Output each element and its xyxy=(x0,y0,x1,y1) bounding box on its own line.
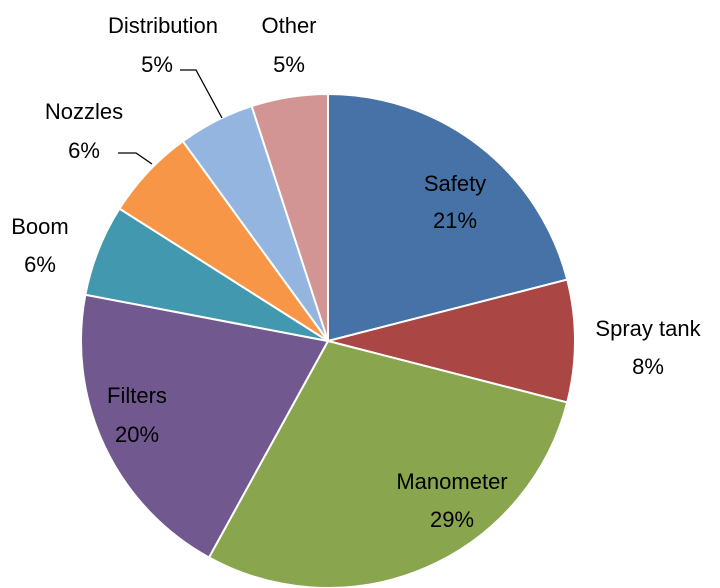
slice-label: Boom xyxy=(11,214,68,239)
pie-slice xyxy=(327,92,569,343)
slice-value: 20% xyxy=(115,422,159,447)
pie-slice xyxy=(80,293,330,559)
slice-value: 8% xyxy=(632,354,664,379)
slice-label: Safety xyxy=(424,171,486,196)
slice-label: Nozzles xyxy=(45,99,123,124)
slice-value: 21% xyxy=(433,208,477,233)
slice-label: Filters xyxy=(107,383,167,408)
pie-slice xyxy=(250,92,329,342)
slice-value: 5% xyxy=(141,52,173,77)
pie-slice xyxy=(207,339,569,588)
slice-value: 6% xyxy=(68,138,100,163)
slice-label: Distribution xyxy=(108,13,218,38)
leader-line xyxy=(118,152,153,165)
pie-slice xyxy=(327,278,576,404)
leader-line xyxy=(180,69,223,119)
slice-label: Spray tank xyxy=(595,316,701,341)
slice-value: 5% xyxy=(273,52,305,77)
slice-label: Other xyxy=(261,13,316,38)
slice-value: 6% xyxy=(24,252,56,277)
slice-value: 29% xyxy=(430,507,474,532)
slice-label: Manometer xyxy=(396,469,507,494)
